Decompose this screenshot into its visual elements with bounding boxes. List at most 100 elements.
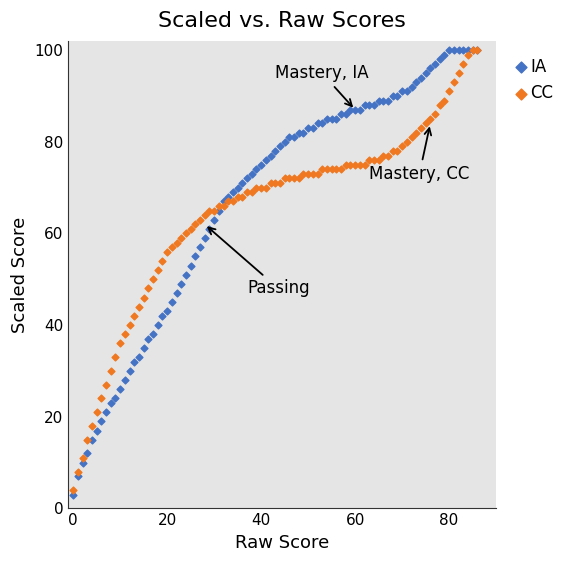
IA <box>332 114 341 123</box>
IA <box>468 46 477 55</box>
IA <box>97 417 106 426</box>
CC <box>210 206 219 215</box>
IA <box>163 307 172 316</box>
IA <box>327 114 336 123</box>
IA <box>129 358 139 367</box>
Legend: IA, CC: IA, CC <box>509 50 562 110</box>
IA <box>87 435 96 444</box>
CC <box>83 435 92 444</box>
IA <box>153 321 162 330</box>
CC <box>139 293 148 302</box>
CC <box>148 275 158 284</box>
CC <box>336 165 346 174</box>
IA <box>336 110 346 119</box>
IA <box>341 110 350 119</box>
CC <box>73 467 83 476</box>
IA <box>210 215 219 224</box>
CC <box>101 380 111 389</box>
IA <box>445 46 454 55</box>
CC <box>233 193 242 202</box>
CC <box>87 422 96 431</box>
IA <box>351 105 360 114</box>
IA <box>247 169 256 178</box>
IA <box>257 160 266 169</box>
CC <box>383 151 393 160</box>
IA <box>458 46 468 55</box>
IA <box>219 197 228 206</box>
IA <box>270 146 280 155</box>
IA <box>176 279 186 288</box>
CC <box>176 234 186 243</box>
CC <box>435 101 444 110</box>
IA <box>430 60 439 69</box>
IA <box>370 101 379 110</box>
CC <box>78 454 87 463</box>
CC <box>275 178 284 187</box>
IA <box>407 82 416 91</box>
CC <box>317 165 327 174</box>
X-axis label: Raw Score: Raw Score <box>235 534 329 552</box>
CC <box>116 339 125 348</box>
CC <box>238 193 247 202</box>
CC <box>172 238 181 247</box>
CC <box>181 229 190 238</box>
IA <box>223 193 233 202</box>
IA <box>266 151 275 160</box>
CC <box>407 133 416 142</box>
IA <box>421 69 430 78</box>
IA <box>191 252 200 261</box>
CC <box>186 225 195 234</box>
CC <box>370 155 379 164</box>
CC <box>294 174 303 183</box>
CC <box>158 257 167 266</box>
IA <box>440 50 449 59</box>
CC <box>364 155 374 164</box>
IA <box>398 87 407 96</box>
CC <box>473 46 482 55</box>
CC <box>327 165 336 174</box>
IA <box>299 128 308 137</box>
IA <box>435 55 444 64</box>
IA <box>214 206 223 215</box>
Y-axis label: Scaled Score: Scaled Score <box>11 217 29 333</box>
CC <box>464 50 473 59</box>
IA <box>83 449 92 458</box>
IA <box>275 142 284 151</box>
Text: Mastery, IA: Mastery, IA <box>275 64 369 106</box>
CC <box>468 46 477 55</box>
IA <box>73 472 83 481</box>
CC <box>120 330 129 339</box>
CC <box>289 174 299 183</box>
IA <box>388 92 397 101</box>
IA <box>238 178 247 187</box>
IA <box>167 298 176 307</box>
IA <box>294 128 303 137</box>
CC <box>313 169 322 178</box>
IA <box>360 101 369 110</box>
CC <box>388 146 397 155</box>
IA <box>473 46 482 55</box>
IA <box>111 394 120 403</box>
CC <box>402 137 411 146</box>
IA <box>125 367 134 376</box>
CC <box>205 206 214 215</box>
IA <box>139 343 148 352</box>
CC <box>261 183 270 192</box>
IA <box>228 187 237 196</box>
IA <box>393 92 402 101</box>
CC <box>214 202 223 211</box>
CC <box>257 183 266 192</box>
IA <box>242 174 252 183</box>
CC <box>163 247 172 256</box>
CC <box>111 353 120 362</box>
CC <box>195 215 205 224</box>
CC <box>242 187 252 196</box>
IA <box>313 119 322 128</box>
IA <box>417 73 426 82</box>
CC <box>129 311 139 320</box>
CC <box>228 197 237 206</box>
IA <box>289 133 299 142</box>
IA <box>449 46 458 55</box>
IA <box>101 408 111 417</box>
IA <box>383 96 393 105</box>
